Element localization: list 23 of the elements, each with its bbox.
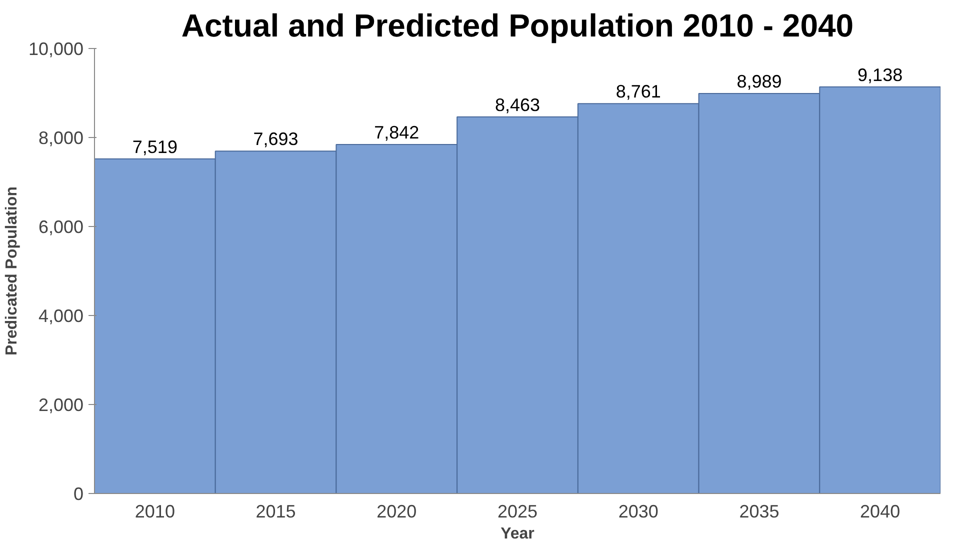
y-tick-label: 0 bbox=[73, 484, 84, 504]
y-tick-label: 4,000 bbox=[38, 306, 84, 326]
y-axis-title: Predicated Population bbox=[3, 186, 20, 356]
x-tick-label: 2015 bbox=[256, 502, 296, 522]
y-tick-label: 2,000 bbox=[38, 395, 84, 415]
y-tick-label: 6,000 bbox=[38, 217, 84, 237]
x-tick-label: 2010 bbox=[134, 502, 175, 522]
x-tick-label: 2035 bbox=[739, 502, 780, 522]
x-tick-label: 2025 bbox=[497, 502, 538, 522]
x-axis-title: Year bbox=[500, 526, 534, 542]
data-label: 7,519 bbox=[132, 136, 178, 157]
x-tick-label: 2030 bbox=[618, 502, 658, 522]
y-tick-label: 10,000 bbox=[28, 39, 84, 59]
data-label: 8,761 bbox=[616, 82, 661, 102]
chart-title: Actual and Predicted Population 2010 - 2040 bbox=[181, 8, 854, 44]
x-tick-label: 2040 bbox=[860, 502, 900, 522]
data-label: 9,138 bbox=[858, 64, 903, 85]
data-label: 8,463 bbox=[494, 94, 540, 115]
x-tick-label: 2020 bbox=[376, 502, 417, 522]
data-label: 8,989 bbox=[736, 71, 782, 92]
data-label: 7,693 bbox=[253, 129, 298, 150]
data-label: 7,842 bbox=[374, 122, 420, 143]
y-tick-label: 8,000 bbox=[38, 128, 84, 148]
